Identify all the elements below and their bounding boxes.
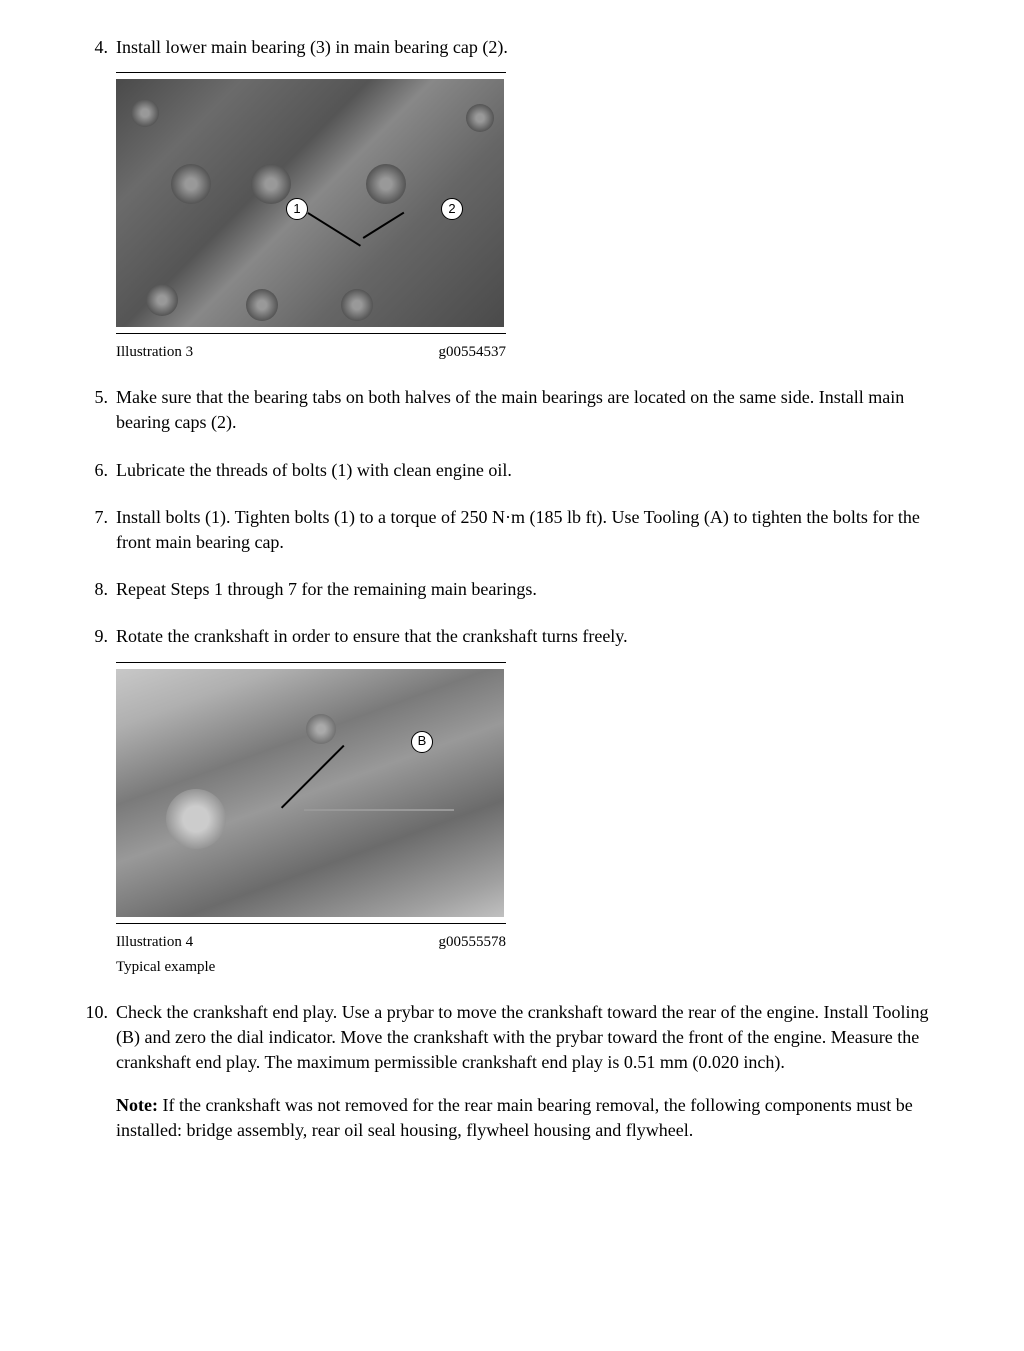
note-text: If the crankshaft was not removed for th… bbox=[116, 1095, 913, 1140]
figure-4-subcaption: Typical example bbox=[116, 957, 944, 978]
step-10: Check the crankshaft end play. Use a pry… bbox=[80, 1000, 944, 1144]
figure-3-callout-1: 1 bbox=[286, 198, 308, 220]
figure-3-image: 1 2 bbox=[116, 79, 504, 327]
step-5-text: Make sure that the bearing tabs on both … bbox=[116, 385, 944, 435]
step-6-text: Lubricate the threads of bolts (1) with … bbox=[116, 458, 944, 483]
step-9: Rotate the crankshaft in order to ensure… bbox=[80, 624, 944, 977]
figure-3-callout-2: 2 bbox=[441, 198, 463, 220]
step-4-text: Install lower main bearing (3) in main b… bbox=[116, 35, 944, 60]
figure-4-rule-bottom bbox=[116, 923, 506, 924]
figure-3-rule-bottom bbox=[116, 333, 506, 334]
figure-4-caption: Illustration 4 g00555578 bbox=[116, 932, 506, 953]
note-block: Note: If the crankshaft was not removed … bbox=[116, 1093, 944, 1143]
figure-3-rule-top bbox=[116, 72, 506, 73]
step-10-text: Check the crankshaft end play. Use a pry… bbox=[116, 1000, 944, 1076]
figure-4-block: B Illustration 4 g00555578 Typical examp… bbox=[116, 662, 944, 978]
figure-4-image: B bbox=[116, 669, 504, 917]
step-6: Lubricate the threads of bolts (1) with … bbox=[80, 458, 944, 483]
figure-3-block: 1 2 Illustration 3 g00554537 bbox=[116, 72, 944, 363]
note-label: Note: bbox=[116, 1095, 158, 1115]
step-5: Make sure that the bearing tabs on both … bbox=[80, 385, 944, 435]
step-8-text: Repeat Steps 1 through 7 for the remaini… bbox=[116, 577, 944, 602]
figure-4-label: Illustration 4 bbox=[116, 932, 193, 953]
step-8: Repeat Steps 1 through 7 for the remaini… bbox=[80, 577, 944, 602]
figure-4-code: g00555578 bbox=[439, 932, 507, 953]
figure-4-callout-B: B bbox=[411, 731, 433, 753]
figure-3-caption: Illustration 3 g00554537 bbox=[116, 342, 506, 363]
figure-4-rule-top bbox=[116, 662, 506, 663]
step-7: Install bolts (1). Tighten bolts (1) to … bbox=[80, 505, 944, 555]
figure-3-label: Illustration 3 bbox=[116, 342, 193, 363]
step-7-text: Install bolts (1). Tighten bolts (1) to … bbox=[116, 505, 944, 555]
figure-3-code: g00554537 bbox=[439, 342, 507, 363]
step-9-text: Rotate the crankshaft in order to ensure… bbox=[116, 624, 944, 649]
step-4: Install lower main bearing (3) in main b… bbox=[80, 35, 944, 363]
procedure-list: Install lower main bearing (3) in main b… bbox=[80, 35, 944, 1143]
